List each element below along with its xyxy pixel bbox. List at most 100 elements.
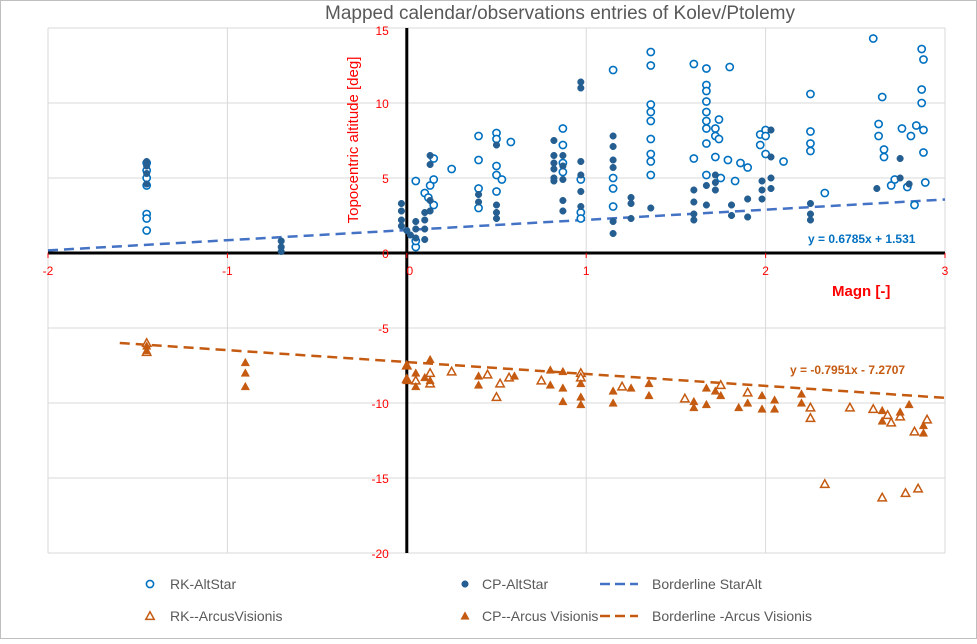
point-rk-altstar <box>646 170 656 180</box>
point-cp-arcus-visionis <box>425 354 435 364</box>
point-rk-altstar <box>710 152 720 162</box>
point-cp-altstar <box>559 207 567 215</box>
point-rk-altstar <box>701 107 711 117</box>
point-rk-altstar <box>646 107 656 117</box>
point-cp-altstar <box>550 151 558 160</box>
point-rk-altstar <box>820 188 830 198</box>
point-cp-altstar <box>412 217 420 226</box>
point-cp-arcus-visionis <box>509 371 520 380</box>
point-cp-altstar <box>143 169 151 178</box>
point-cp-altstar <box>143 180 151 188</box>
point-rk-altstar <box>558 140 568 150</box>
point-rk-altstar <box>906 131 916 141</box>
point-rk-altstar <box>447 164 457 174</box>
point-cp-arcus-visionis <box>734 402 744 412</box>
legend-entry: RK-AltStar <box>170 576 236 592</box>
point-rk-altstar <box>730 176 740 186</box>
legend-swatch <box>460 611 470 620</box>
x-tick-label: -2 <box>43 264 54 278</box>
point-cp-altstar <box>806 210 815 218</box>
point-rk-altstar <box>142 214 152 223</box>
point-cp-altstar <box>711 178 719 187</box>
point-cp-altstar <box>492 214 501 223</box>
legend-entry: RK--ArcusVisionis <box>170 608 283 624</box>
point-cp-arcus-visionis <box>701 399 712 409</box>
point-rk-altstar <box>879 145 889 154</box>
point-cp-altstar <box>397 207 405 215</box>
point-cp-altstar <box>397 216 405 224</box>
point-cp-altstar <box>426 151 434 160</box>
trendline-2 <box>47 198 946 252</box>
point-cp-altstar <box>397 222 405 230</box>
point-rk-altstar <box>646 149 656 159</box>
point-cp-arcus-visionis <box>558 383 568 392</box>
point-cp-arcus-visionis <box>240 368 250 377</box>
x-axis-label: Magn [-] <box>832 283 890 300</box>
trendlines <box>47 198 946 400</box>
legend-swatch <box>461 580 469 588</box>
point-rk-altstar <box>492 161 501 171</box>
point-rk-arcusvisionis <box>912 482 924 493</box>
point-cp-arcus-visionis <box>576 378 586 388</box>
point-cp-altstar <box>758 195 766 203</box>
point-cp-altstar <box>609 229 617 238</box>
point-rk-altstar <box>910 200 919 210</box>
point-rk-altstar <box>492 170 501 180</box>
point-cp-arcus-visionis <box>558 366 568 376</box>
point-cp-altstar <box>550 136 558 145</box>
point-cp-altstar <box>577 171 585 179</box>
point-cp-arcus-visionis <box>796 389 807 398</box>
point-cp-arcus-visionis <box>240 357 250 367</box>
point-cp-altstar <box>609 156 617 164</box>
point-cp-altstar <box>492 208 501 217</box>
point-rk-altstar <box>710 124 720 133</box>
point-rk-altstar <box>779 157 788 166</box>
x-tick-label: 2 <box>762 264 769 278</box>
point-rk-altstar <box>411 176 421 186</box>
trendline-5 <box>119 341 946 400</box>
point-rk-altstar <box>558 124 568 133</box>
data-points <box>141 34 933 502</box>
point-cp-altstar <box>559 151 567 160</box>
point-cp-altstar <box>559 196 567 205</box>
legend-swatch <box>145 579 155 589</box>
legend: RK-AltStar CP-AltStar Borderline StarAlt RK… <box>144 576 812 624</box>
point-rk-arcusvisionis <box>446 365 458 376</box>
y-tick-label: -5 <box>378 322 389 336</box>
point-rk-arcusvisionis <box>616 380 628 391</box>
y-tick-label: 10 <box>375 97 389 111</box>
point-rk-arcusvisionis <box>535 374 547 385</box>
point-cp-altstar <box>702 201 710 209</box>
point-cp-altstar <box>577 84 585 92</box>
point-cp-altstar <box>758 186 766 194</box>
point-cp-altstar <box>767 184 775 193</box>
point-rk-altstar <box>919 125 928 135</box>
point-cp-arcus-visionis <box>608 386 618 395</box>
point-rk-altstar <box>689 154 699 163</box>
point-cp-arcus-visionis <box>142 345 152 355</box>
legend-entry: Borderline -Arcus Visionis <box>652 608 812 624</box>
point-rk-altstar <box>806 127 815 136</box>
point-rk-altstar <box>142 226 152 235</box>
point-rk-altstar <box>806 139 815 148</box>
y-tick-label: 5 <box>382 172 389 186</box>
point-cp-arcus-visionis <box>402 375 412 385</box>
point-cp-altstar <box>577 202 585 211</box>
point-cp-arcus-visionis <box>796 398 807 407</box>
x-tick-label: -1 <box>222 264 233 278</box>
point-rk-arcusvisionis <box>491 391 502 402</box>
y-tick-label: -15 <box>371 472 389 486</box>
point-rk-altstar <box>701 124 711 133</box>
point-cp-altstar <box>492 201 501 209</box>
point-cp-altstar <box>767 153 775 161</box>
point-rk-altstar <box>497 175 507 184</box>
point-rk-altstar <box>723 155 733 165</box>
point-rk-altstar <box>806 146 815 156</box>
point-rk-altstar <box>911 121 921 130</box>
point-cp-arcus-visionis <box>558 396 568 406</box>
point-cp-altstar <box>421 225 429 233</box>
point-rk-altstar <box>646 47 656 57</box>
point-cp-arcus-visionis <box>425 375 435 385</box>
trendline-label-staralt: y = 0.6785x + 1.531 <box>808 232 916 246</box>
